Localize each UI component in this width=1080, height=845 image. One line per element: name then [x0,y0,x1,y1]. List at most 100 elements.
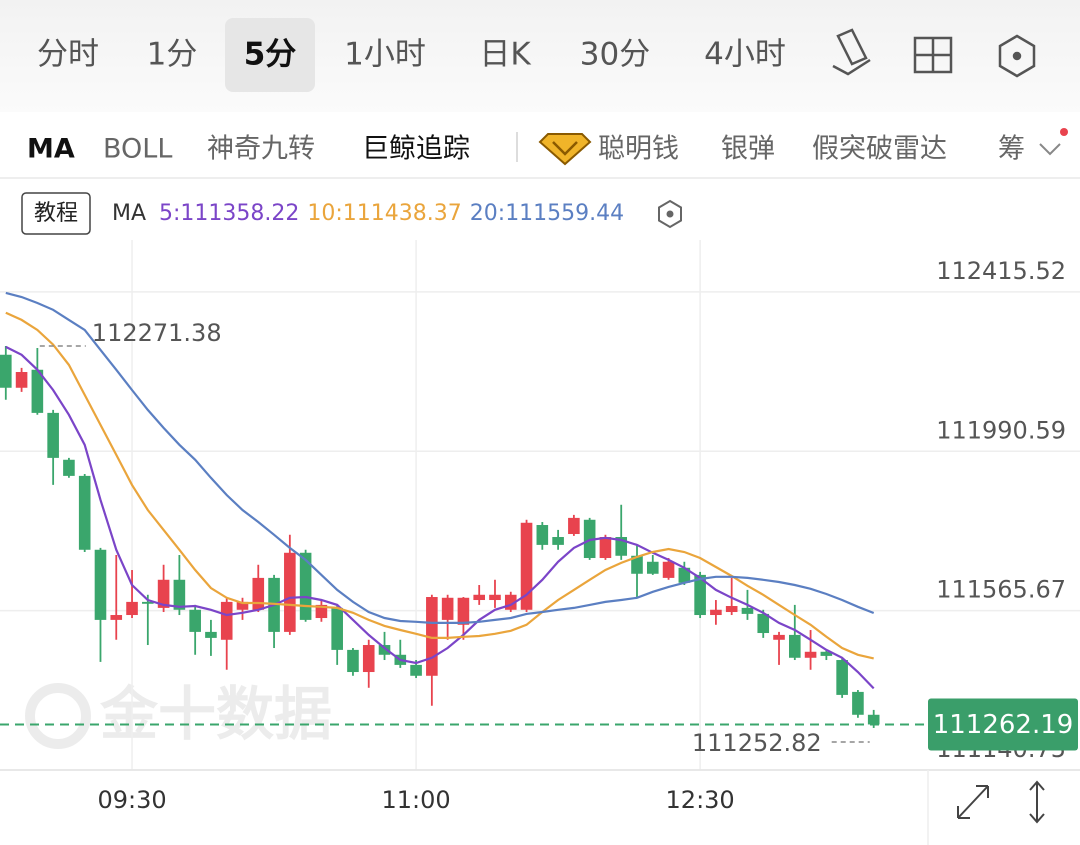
candle-body [315,604,328,619]
candle-body [142,601,154,604]
candle-body [852,691,864,715]
indicator-tabs: MA BOLL 神奇九转 巨鲸追踪 聪明钱 银弹 假突破雷达 筹 [27,134,1025,165]
ma-settings-icon[interactable] [658,199,682,229]
candle-body [694,574,706,616]
badge-dot [1060,128,1068,136]
active-tab-bg [225,18,315,92]
watermark-text: 金十数据 [100,680,332,748]
candle-body [126,601,138,616]
candle-body [725,606,738,613]
watermark: 金十数据 [25,680,332,749]
candle-body [205,631,217,638]
high-label: 112271.38 [92,319,222,347]
candle-body [489,594,501,601]
candle-body [378,645,391,655]
candle-body [78,475,91,550]
indicator-tab[interactable]: 聪明钱 [598,134,679,165]
tutorial-label[interactable]: 教程 [34,201,78,226]
candle-body [173,579,186,610]
candle-body [331,607,343,650]
indicator-tab[interactable]: 银弹 [721,134,775,165]
tab[interactable]: 30分 [580,37,650,73]
tab[interactable]: 5分 [244,37,297,73]
candle-body [836,660,848,695]
tab[interactable]: 4小时 [704,37,786,73]
ma-line [5,311,874,660]
candle-body [646,561,659,574]
vertical-scale-icon[interactable] [1029,780,1045,824]
y-tick-label: 112415.52 [936,257,1066,285]
ma-legend-item: 20:111559.44 [470,201,624,226]
candle-body [284,552,296,632]
candle-body [820,651,833,656]
last-price-label: 111262.19 [933,710,1074,740]
candle-body [252,577,265,610]
tab[interactable]: 1小时 [344,37,426,73]
candle-body [741,607,754,614]
x-tick-label: 12:30 [666,786,735,814]
candle-body [678,567,691,583]
candle-body [15,372,28,388]
candle-body [804,651,817,658]
tutorial-button[interactable] [21,192,91,235]
candle-body [157,579,170,608]
candle-body [457,597,470,625]
candle-body [441,597,454,620]
indicator-tab[interactable]: 巨鲸追踪 [362,134,470,165]
candle-body [789,634,801,658]
fullscreen-icon[interactable] [957,785,989,819]
candle-body [63,459,75,476]
candle-body [189,609,201,632]
candle-body [773,634,785,640]
candle-body [631,555,643,574]
tab[interactable]: 日K [479,37,531,73]
more-chevron[interactable] [1039,143,1061,156]
candle-body [504,594,517,610]
indicator-tab[interactable]: BOLL [103,134,172,165]
y-tick-label: 111565.67 [936,576,1066,604]
candle-body [599,537,612,559]
ma-line [5,291,875,624]
candle-body [220,601,233,640]
candle-body [867,714,880,725]
ma-legend-item: 5:111358.22 [159,201,299,226]
candle-body [710,609,722,616]
candle-body [94,549,107,620]
candle-body [552,537,564,545]
y-tick-label: 111990.59 [936,416,1066,444]
indicator-tab[interactable]: 神奇九转 [207,134,315,165]
x-tick-label: 11:00 [381,786,450,814]
candle-body [347,649,359,673]
toolbar-bg [0,0,1080,112]
candle-body [583,519,596,559]
indicator-tab[interactable]: 筹 [998,134,1025,165]
candle-body [31,369,44,413]
ma-legend: MA 5:111358.22 10:111438.37 20:111559.44 [112,201,624,226]
plot: 112415.52111990.59111565.67111140.7509:3… [0,240,1080,845]
candle-body [47,412,59,458]
last-price-box [928,698,1078,751]
tab[interactable]: 1分 [147,37,198,73]
candle-body [362,645,375,673]
ma-legend-label: MA [112,201,146,226]
timeframe-tabs: 分时 1分 5分 1小时 日K 30分 4小时 [37,37,786,73]
candle-body [236,601,249,610]
ma-legend-item: 10:111438.37 [307,201,461,226]
candle-body [0,354,12,388]
candle-body [110,615,123,620]
x-tick-label: 09:30 [97,786,166,814]
candle-body [426,597,438,676]
smart-money-icon [538,133,592,166]
indicator-tab[interactable]: 假突破雷达 [812,134,947,165]
candle-body [757,613,770,634]
tab[interactable]: 分时 [37,37,99,73]
candle-body [615,537,628,556]
indicator-tab[interactable]: MA [27,134,75,165]
settings-icon[interactable] [998,34,1036,78]
draw-icon[interactable] [832,28,871,76]
candle-body [520,522,533,610]
candle-body [299,552,312,620]
candle-body [410,664,422,676]
layout-icon[interactable] [913,36,953,74]
